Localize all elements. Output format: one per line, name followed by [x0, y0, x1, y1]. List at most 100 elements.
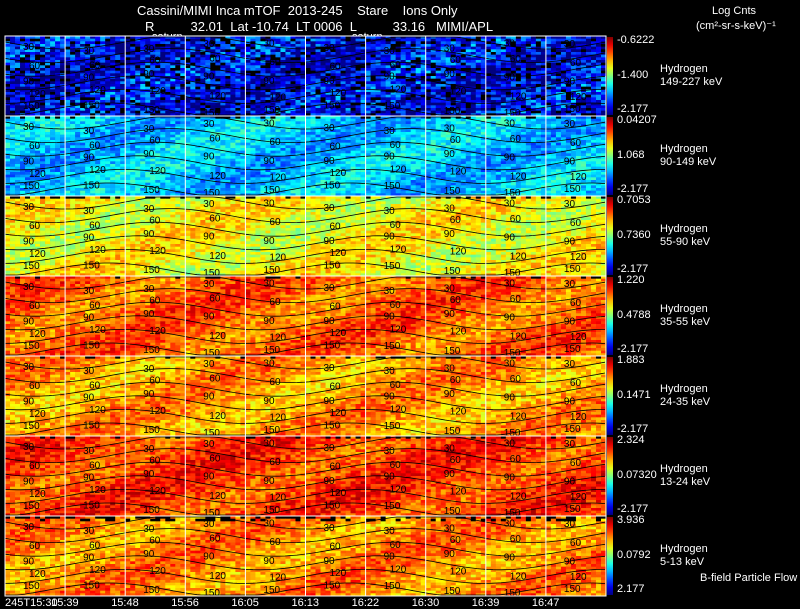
heatmap-cell — [275, 65, 281, 69]
heatmap-cell — [175, 89, 181, 93]
heatmap-cell — [60, 65, 66, 69]
heatmap-cell — [250, 92, 256, 95]
heatmap-cell — [530, 54, 537, 58]
heatmap-cell — [535, 137, 542, 141]
heatmap-cell — [380, 94, 386, 98]
heatmap-cell — [370, 36, 376, 39]
heatmap-cell — [80, 73, 86, 77]
heatmap-cell — [45, 116, 51, 119]
heatmap-cell — [45, 118, 51, 122]
heatmap-cell — [330, 118, 336, 122]
heatmap-cell — [85, 65, 91, 69]
heatmap-cell — [420, 108, 426, 111]
heatmap-cell — [150, 44, 156, 47]
heatmap-cell — [160, 142, 166, 146]
heatmap-cell — [555, 78, 562, 82]
heatmap-cell — [550, 89, 557, 93]
heatmap-cell — [115, 52, 121, 55]
heatmap-cell — [260, 57, 266, 61]
heatmap-cell — [505, 81, 512, 85]
heatmap-cell — [90, 38, 96, 42]
heatmap-cell — [175, 49, 181, 53]
heatmap-cell — [255, 105, 261, 109]
heatmap-cell — [305, 110, 311, 114]
heatmap-cell — [265, 46, 271, 50]
heatmap-cell — [140, 46, 146, 50]
heatmap-cell — [295, 118, 301, 122]
heatmap-cell — [50, 132, 56, 135]
heatmap-cell — [105, 129, 111, 133]
heatmap-cell — [30, 41, 36, 45]
heatmap-cell — [380, 38, 386, 42]
heatmap-cell — [345, 137, 351, 141]
heatmap-cell — [285, 70, 291, 74]
heatmap-cell — [5, 62, 11, 66]
heatmap-cell — [525, 124, 532, 127]
heatmap-cell — [280, 102, 286, 106]
heatmap-cell — [35, 81, 41, 85]
heatmap-cell — [355, 60, 361, 63]
heatmap-cell — [85, 38, 91, 42]
heatmap-cell — [35, 60, 41, 63]
heatmap-cell — [560, 108, 567, 111]
heatmap-cell — [390, 38, 396, 42]
heatmap-cell — [155, 118, 161, 122]
heatmap-cell — [365, 44, 371, 47]
heatmap-cell — [240, 36, 246, 39]
heatmap-cell — [585, 78, 592, 82]
heatmap-cell — [105, 137, 111, 141]
heatmap-cell — [65, 86, 71, 90]
heatmap-cell — [240, 81, 246, 85]
heatmap-cell — [145, 36, 151, 39]
heatmap-cell — [265, 113, 271, 117]
heatmap-cell — [295, 113, 301, 117]
heatmap-cell — [295, 36, 301, 39]
heatmap-cell — [65, 36, 71, 39]
contour-label: 120 — [269, 92, 286, 103]
heatmap-cell — [285, 52, 291, 55]
heatmap-cell — [155, 78, 161, 82]
heatmap-cell — [275, 97, 281, 101]
heatmap-cell — [215, 73, 221, 77]
heatmap-cell — [15, 60, 21, 63]
heatmap-cell — [405, 89, 411, 93]
heatmap-cell — [290, 81, 296, 85]
heatmap-cell — [550, 132, 557, 135]
heatmap-cell — [95, 38, 101, 42]
heatmap-cell — [250, 36, 256, 39]
heatmap-cell — [105, 113, 111, 117]
heatmap-cell — [425, 86, 432, 90]
heatmap-cell — [455, 60, 462, 63]
heatmap-cell — [600, 46, 607, 50]
heatmap-cell — [260, 49, 266, 53]
heatmap-cell — [480, 78, 487, 82]
heatmap-cell — [500, 38, 507, 42]
heatmap-cell — [135, 86, 141, 90]
heatmap-cell — [565, 100, 572, 103]
heatmap-cell — [300, 49, 306, 53]
heatmap-cell — [375, 121, 381, 125]
heatmap-cell — [435, 62, 442, 66]
heatmap-cell — [110, 65, 116, 69]
heatmap-cell — [595, 124, 602, 127]
heatmap-cell — [555, 142, 562, 146]
heatmap-cell — [430, 97, 437, 101]
heatmap-cell — [15, 81, 21, 85]
heatmap-cell — [260, 78, 266, 82]
heatmap-cell — [140, 52, 146, 55]
heatmap-cell — [595, 54, 602, 58]
heatmap-cell — [470, 140, 477, 143]
heatmap-cell — [320, 65, 326, 69]
heatmap-cell — [260, 38, 266, 42]
heatmap-cell — [445, 73, 452, 77]
heatmap-cell — [20, 116, 26, 119]
heatmap-cell — [10, 49, 16, 53]
heatmap-cell — [300, 46, 306, 50]
heatmap-cell — [275, 129, 281, 133]
heatmap-cell — [295, 78, 301, 82]
heatmap-cell — [130, 86, 136, 90]
heatmap-cell — [5, 142, 11, 146]
heatmap-cell — [395, 97, 401, 101]
heatmap-cell — [325, 100, 331, 103]
heatmap-cell — [380, 105, 386, 109]
